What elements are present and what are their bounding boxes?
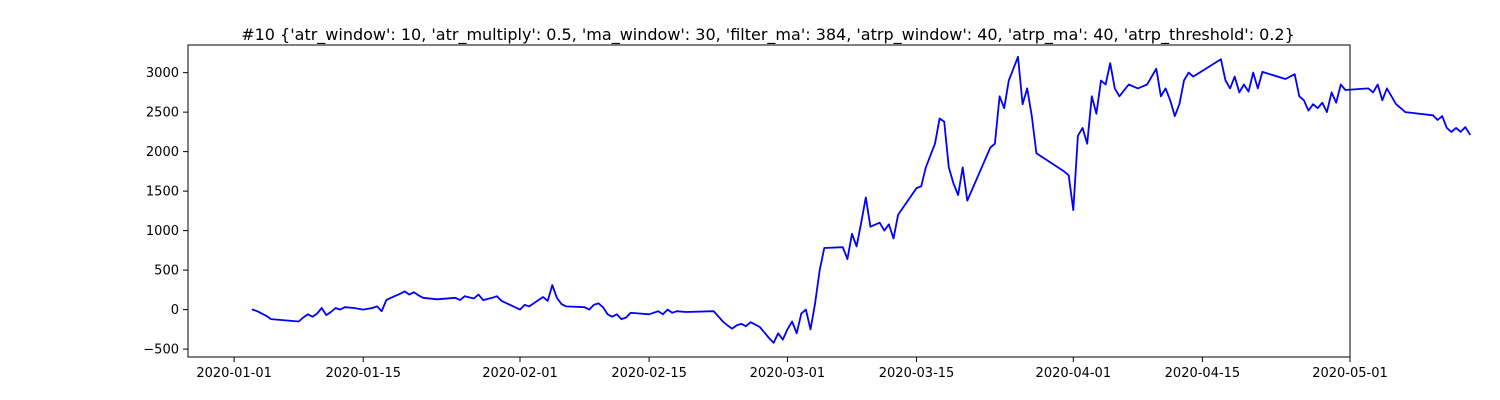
x-tick-label: 2020-04-01 — [1036, 366, 1112, 381]
plot-area — [251, 55, 1471, 344]
y-tick-label: 0 — [171, 303, 179, 318]
axes-frame — [187, 44, 1351, 358]
x-tick-label: 2020-01-15 — [325, 366, 401, 381]
x-tick-label: 2020-02-15 — [611, 366, 687, 381]
y-tick-label: 500 — [154, 264, 179, 279]
y-tick-label: 1000 — [146, 224, 179, 239]
y-tick-label: 2000 — [146, 145, 179, 160]
y-tick-label: 2500 — [146, 106, 179, 121]
y-tick-label: −500 — [143, 343, 179, 358]
x-tick-label: 2020-05-01 — [1312, 366, 1388, 381]
x-tick-label: 2020-02-01 — [482, 366, 558, 381]
x-tick-label: 2020-04-15 — [1165, 366, 1241, 381]
equity-line — [251, 55, 1471, 344]
x-tick-label: 2020-03-15 — [879, 366, 955, 381]
x-tick-label: 2020-03-01 — [750, 366, 826, 381]
x-tick-label: 2020-01-01 — [196, 366, 272, 381]
y-tick-label: 1500 — [146, 185, 179, 200]
y-axis: −500 0 500 1000 1500 2000 2500 3000 — [143, 66, 188, 358]
y-tick-label: 3000 — [146, 66, 179, 81]
x-axis: 2020-01-01 2020-01-15 2020-02-01 2020-02-15… — [196, 357, 1388, 381]
chart-title: #10 {'atr_window': 10, 'atr_multiply': 0… — [241, 25, 1295, 45]
